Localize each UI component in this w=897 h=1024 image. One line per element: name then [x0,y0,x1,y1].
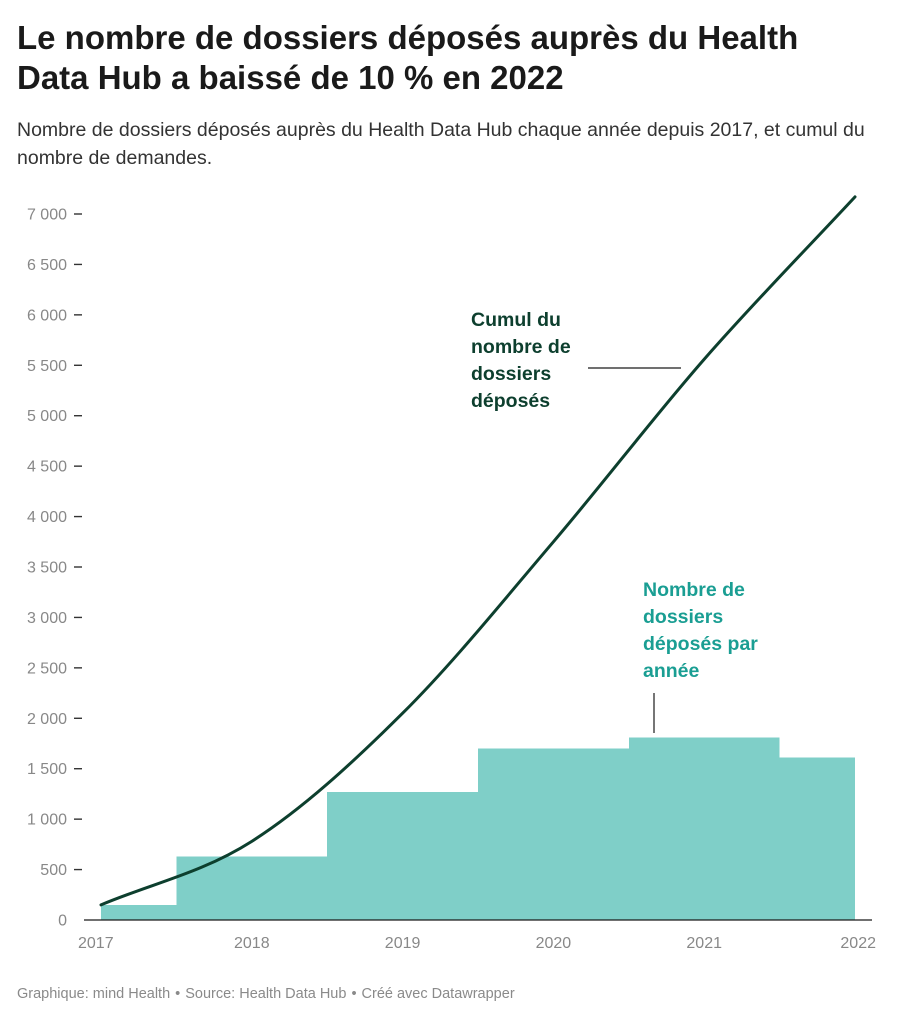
annotation-cumulative-line: nombre de [471,336,571,358]
y-tick-label: 2 000 [27,711,67,728]
chart-subtitle: Nombre de dossiers déposés auprès du Hea… [17,119,865,169]
annual-bar-2019 [327,791,478,920]
y-tick-label: 4 000 [27,509,67,526]
y-tick-label: 1 500 [27,761,67,778]
annual-bar-2022 [779,757,855,920]
annotation-annual-line: Nombre de [643,579,745,601]
annotation-annual: Nombre de dossiers déposés par année [643,579,758,733]
annotation-cumulative-line: dossiers [471,363,551,385]
y-tick-label: 1 000 [27,812,67,829]
x-tick-label: 2018 [234,935,270,952]
y-tick-label: 4 500 [27,459,67,476]
footer-separator: • [175,986,181,1002]
footer-source: Source: Health Data Hub [185,986,347,1002]
annotation-annual-line: année [643,660,700,682]
footer-credit: Graphique: mind Health [17,986,171,1002]
y-tick-label: 5 500 [27,358,67,375]
cumulative-line [99,195,857,907]
annotation-annual-line: dossiers [643,606,723,628]
annotation-cumulative-line: Cumul du [471,309,561,331]
footer-separator: • [351,986,357,1002]
chart-title: Le nombre de dossiers déposés auprès du … [17,19,799,96]
y-tick-label: 0 [58,913,67,930]
y-tick-label: 5 000 [27,408,67,425]
annual-area [101,737,855,920]
x-tick-label: 2021 [686,935,722,952]
y-tick-label: 6 500 [27,257,67,274]
x-axis: 2017 2018 2019 2020 2021 2022 [78,935,876,952]
annotation-annual-line: déposés par [643,633,758,655]
y-tick-label: 3 500 [27,560,67,577]
y-tick-label: 6 000 [27,307,67,324]
x-tick-label: 2019 [385,935,421,952]
annual-bar-2018 [176,856,328,920]
y-tick-label: 500 [40,862,67,879]
x-tick-label: 2017 [78,935,114,952]
annotation-cumulative-line: déposés [471,390,550,412]
y-axis: 0 500 1 000 1 500 2 000 2 500 3 000 3 500 4 000 4… [27,207,82,930]
annual-bar-2017 [101,904,177,920]
annotation-cumulative: Cumul du nombre de dossiers déposés [471,309,681,412]
annual-bar-2021 [628,737,780,920]
x-tick-label: 2020 [536,935,572,952]
footer-tool: Créé avec Datawrapper [361,986,515,1002]
annual-bar-2020 [478,748,629,920]
x-tick-label: 2022 [840,935,876,952]
y-tick-label: 2 500 [27,660,67,677]
footer: Graphique: mind Health • Source: Health Da… [17,986,515,1002]
y-tick-label: 3 000 [27,610,67,627]
y-tick-label: 7 000 [27,207,67,224]
